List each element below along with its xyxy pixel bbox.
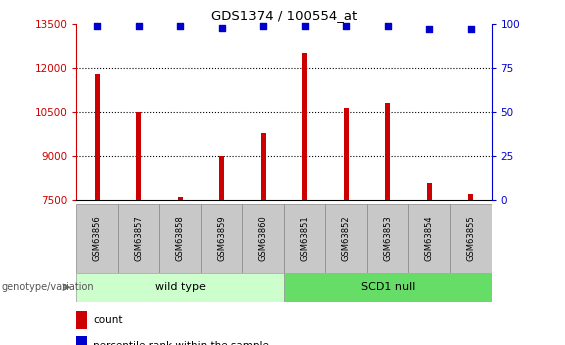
Point [466, 27, 475, 32]
Title: GDS1374 / 100554_at: GDS1374 / 100554_at [211, 9, 357, 22]
Point [176, 23, 185, 29]
Bar [76, 273, 284, 302]
Bar [385, 104, 390, 200]
Bar [76, 310, 86, 328]
Bar [344, 108, 349, 200]
Point [217, 25, 226, 30]
Point [259, 23, 268, 29]
Bar [118, 204, 159, 273]
Text: GSM63858: GSM63858 [176, 215, 185, 261]
Bar [325, 204, 367, 273]
Text: GSM63852: GSM63852 [342, 215, 351, 261]
Point [300, 23, 309, 29]
Bar [450, 204, 492, 273]
Bar [94, 74, 99, 200]
Text: percentile rank within the sample: percentile rank within the sample [93, 341, 269, 345]
Bar [408, 204, 450, 273]
Bar [177, 197, 182, 200]
Point [93, 23, 102, 29]
Text: SCD1 null: SCD1 null [360, 282, 415, 292]
Text: GSM63853: GSM63853 [383, 215, 392, 261]
Bar [159, 204, 201, 273]
Bar [136, 112, 141, 200]
Text: GSM63859: GSM63859 [217, 215, 226, 261]
Text: genotype/variation: genotype/variation [1, 282, 94, 292]
Text: GSM63860: GSM63860 [259, 215, 268, 261]
Bar [427, 183, 432, 200]
Bar [219, 156, 224, 200]
Text: GSM63855: GSM63855 [466, 215, 475, 261]
Text: GSM63854: GSM63854 [425, 215, 434, 261]
Bar [242, 204, 284, 273]
Bar [76, 336, 86, 345]
Text: wild type: wild type [155, 282, 206, 292]
Point [425, 27, 434, 32]
Bar [284, 204, 325, 273]
Point [134, 23, 143, 29]
Text: GSM63856: GSM63856 [93, 215, 102, 261]
Bar [201, 204, 242, 273]
Bar [76, 204, 118, 273]
Bar [367, 204, 408, 273]
Point [383, 23, 392, 29]
Text: GSM63857: GSM63857 [134, 215, 143, 261]
Point [342, 23, 351, 29]
Bar [284, 273, 492, 302]
Bar [302, 53, 307, 200]
Bar [260, 132, 266, 200]
Text: count: count [93, 315, 123, 325]
Text: GSM63851: GSM63851 [300, 215, 309, 261]
Bar [468, 194, 473, 200]
